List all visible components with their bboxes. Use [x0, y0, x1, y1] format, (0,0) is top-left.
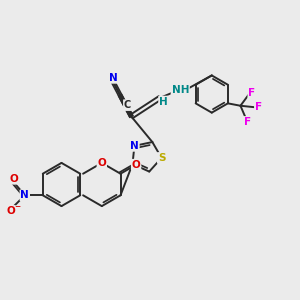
Text: NH: NH — [172, 85, 189, 94]
Text: O: O — [6, 206, 15, 216]
Text: F: F — [244, 117, 251, 127]
Text: O: O — [9, 174, 18, 184]
Text: N: N — [109, 73, 118, 83]
Text: S: S — [158, 153, 165, 163]
Text: C: C — [124, 100, 131, 110]
Text: F: F — [255, 102, 262, 112]
Text: N: N — [20, 190, 29, 200]
Text: H: H — [159, 97, 168, 106]
Text: F: F — [248, 88, 255, 98]
Text: N: N — [130, 141, 139, 151]
Text: ⁻: ⁻ — [14, 203, 21, 216]
Text: O: O — [98, 158, 106, 168]
Text: O: O — [132, 160, 140, 170]
